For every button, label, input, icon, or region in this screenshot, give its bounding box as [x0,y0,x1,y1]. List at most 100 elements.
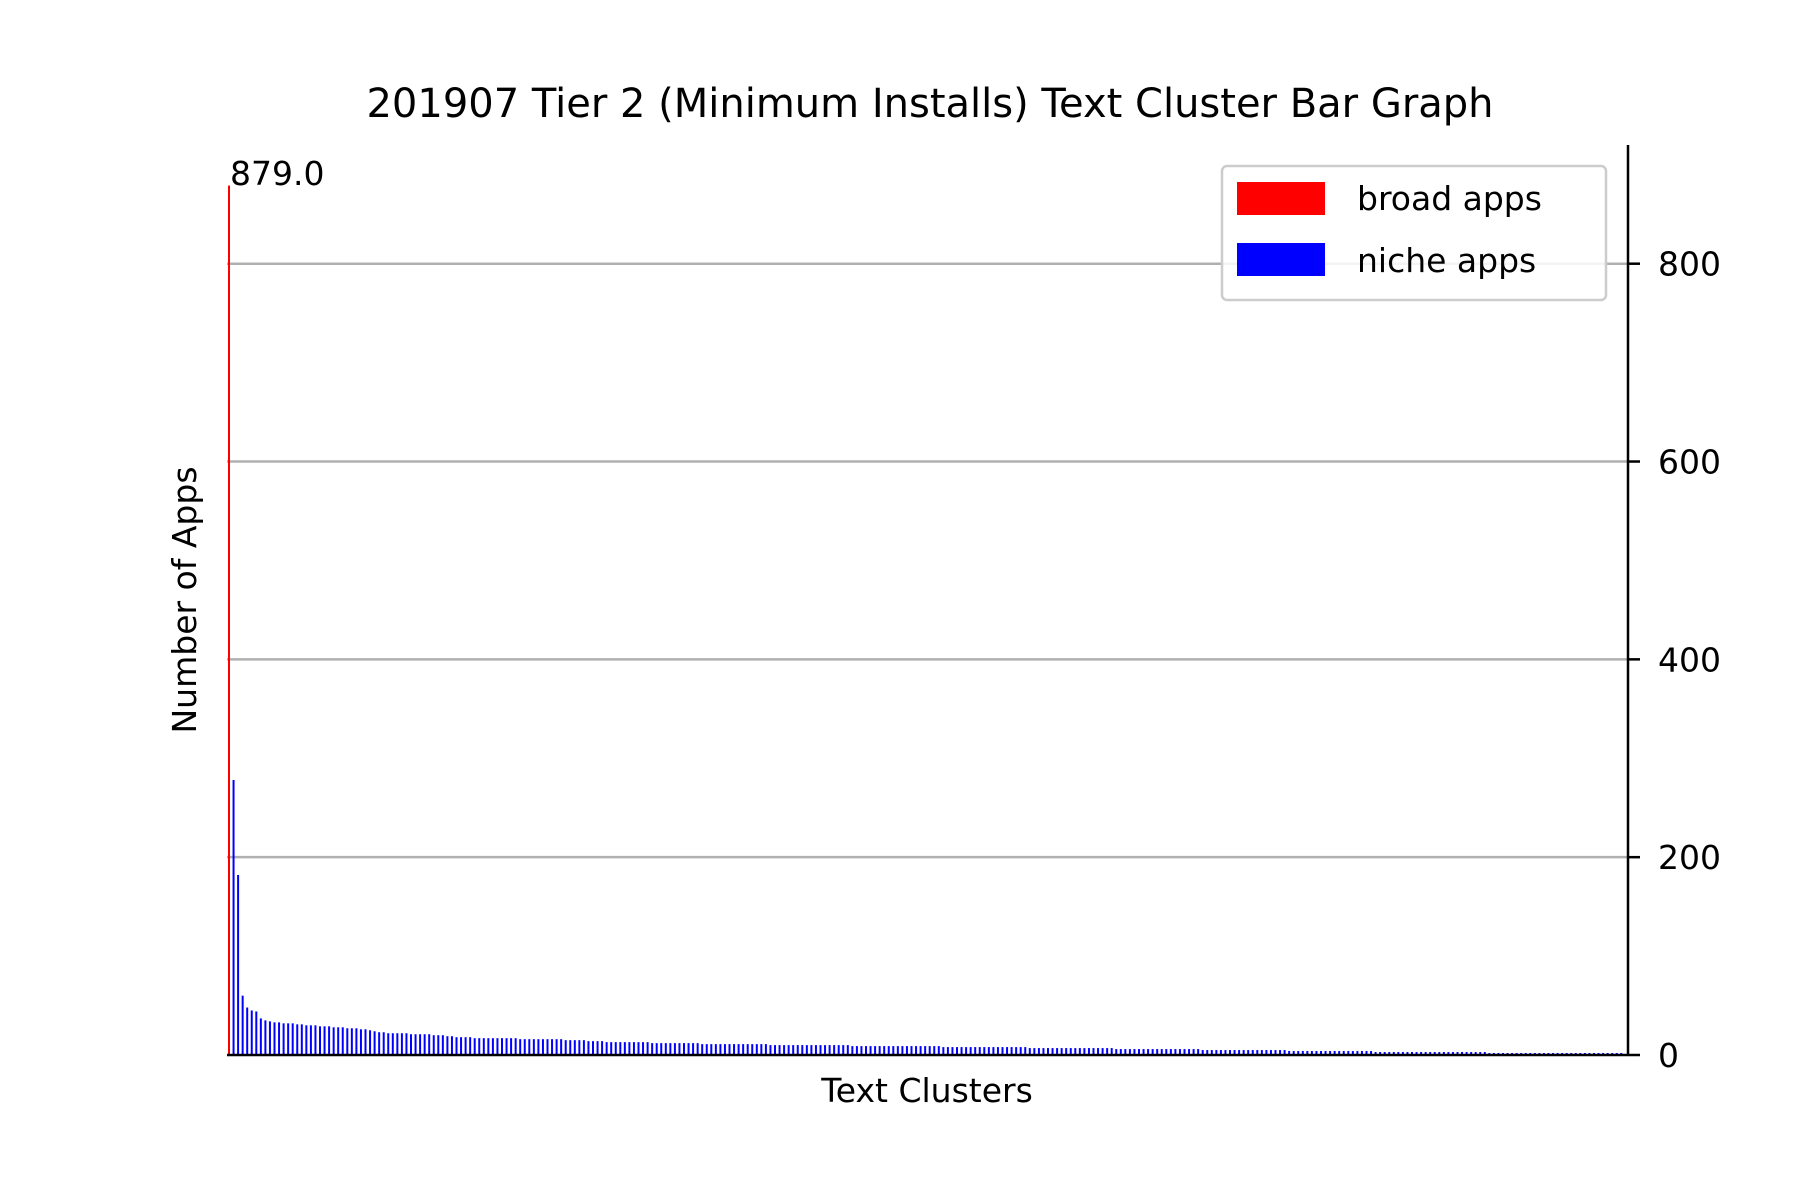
bar-niche-apps [1456,1052,1459,1055]
legend-swatch-niche [1237,243,1325,276]
bar-niche-apps [837,1045,840,1055]
bar-niche-apps [359,1029,362,1055]
bar-niche-apps [1242,1050,1245,1055]
bar-niche-apps [1156,1049,1159,1055]
bar-niche-apps [328,1026,331,1055]
bar-niche-apps [391,1033,394,1055]
y-tick-label: 200 [1658,838,1721,877]
bar-niche-apps [396,1033,399,1055]
bar-niche-apps [1388,1052,1391,1055]
bar-niche-apps [951,1047,954,1055]
bar-niche-apps [387,1033,390,1055]
bar-niche-apps [232,780,235,1055]
bar-niche-apps [487,1038,490,1055]
bar-niche-apps [1110,1048,1113,1055]
bar-niche-apps [1370,1051,1373,1055]
bar-niche-apps [1142,1049,1145,1055]
bar-niche-apps [1379,1052,1382,1055]
bar-niche-apps [842,1045,845,1055]
bar-niche-apps [1001,1047,1004,1055]
bar-niche-apps [246,1007,249,1055]
x-axis-label: Text Clusters [820,1071,1033,1110]
bar-niche-apps [924,1046,927,1055]
bar-niche-apps [1420,1052,1423,1055]
bar-niche-apps [623,1042,626,1055]
bar-niche-apps [1101,1048,1104,1055]
bar-niche-apps [1365,1051,1368,1055]
bar-niche-apps [1033,1048,1036,1055]
bar-niche-apps [619,1042,622,1055]
bar-niche-apps [678,1043,681,1055]
bar-niche-apps [1383,1052,1386,1055]
bar-niche-apps [1301,1051,1304,1055]
bar-niche-apps [1151,1049,1154,1055]
y-tick-label: 800 [1658,245,1721,284]
bar-niche-apps [1210,1050,1213,1055]
bar-niche-apps [1115,1049,1118,1055]
bar-niche-apps [764,1044,767,1055]
bar-niche-apps [719,1044,722,1055]
bar-niche-apps [610,1042,613,1055]
bar-niche-apps [1461,1052,1464,1055]
legend: broad apps niche apps [1220,164,1608,302]
bar-niche-apps [241,995,244,1055]
bar-niche-apps [919,1046,922,1055]
bar-niche-apps [1128,1049,1131,1055]
bar-niche-apps [646,1042,649,1055]
bar-niche-apps [928,1046,931,1055]
bar-niche-apps [1483,1052,1486,1055]
bar-niche-apps [259,1018,262,1055]
bar-niche-apps [1188,1049,1191,1055]
bar-niche-apps [1087,1048,1090,1055]
bar-niche-apps [1411,1052,1413,1055]
bar-niche-apps [855,1046,858,1055]
bar-niche-apps [723,1044,726,1055]
bar-niche-apps [1320,1051,1322,1055]
bar-niche-apps [450,1036,453,1055]
bar-niche-apps [1406,1052,1409,1055]
bar-niche-apps [346,1028,349,1055]
bar-niche-apps [350,1028,353,1055]
bar-niche-apps [523,1039,526,1055]
bar-niche-apps [1097,1048,1100,1055]
bar-niche-apps [337,1027,340,1055]
bar-niche-apps [1233,1050,1236,1055]
bar-niche-apps [278,1022,281,1055]
bar-niche-apps [1124,1049,1127,1055]
bar-niche-apps [1297,1051,1300,1055]
bar-niche-apps [1078,1048,1081,1055]
bar-niche-apps [1056,1048,1059,1055]
bar-niche-apps [769,1045,772,1055]
bar-niche-apps [1074,1048,1077,1055]
bar-niche-apps [432,1035,435,1055]
bar-niche-apps [1292,1051,1295,1055]
bar-niche-apps [1479,1052,1482,1055]
bar-niche-apps [1201,1050,1204,1055]
bar-niche-apps [1247,1050,1250,1055]
bar-niche-apps [778,1045,781,1055]
bar-niche-apps [1451,1052,1454,1055]
bar-niche-apps [582,1040,585,1055]
bar-niche-apps [1106,1048,1109,1055]
bar-niche-apps [1360,1051,1363,1055]
bar-niche-apps [446,1036,449,1055]
bar-niche-apps [792,1045,795,1055]
bar-niche-apps [687,1043,690,1055]
bar-niche-apps [1192,1049,1195,1055]
bar-niche-apps [551,1039,554,1055]
bar-niche-apps [1415,1052,1418,1055]
bar-niche-apps [519,1039,522,1055]
bar-niche-apps [614,1042,617,1055]
bar-niche-apps [632,1042,635,1055]
bar-niche-apps [460,1037,463,1055]
bar-niche-apps [482,1038,485,1055]
bar-niche-apps [546,1039,549,1055]
bar-niche-apps [505,1038,508,1055]
bar-niche-apps [828,1045,831,1055]
bar-niche-apps [1288,1051,1291,1055]
bar-niche-apps [287,1023,290,1055]
bar-niche-apps [323,1026,326,1055]
bar-niche-apps [683,1043,685,1055]
bar-niche-apps [728,1044,731,1055]
bar-niche-apps [1465,1052,1468,1055]
